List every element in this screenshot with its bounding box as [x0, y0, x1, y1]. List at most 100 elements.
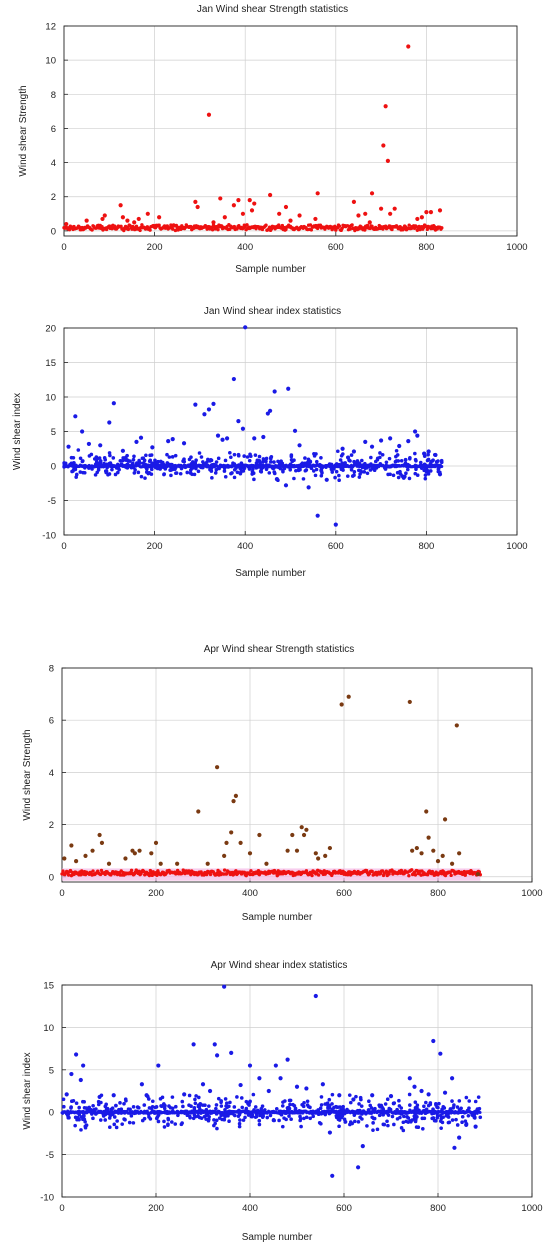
chart-title: Jan Wind shear index statistics — [204, 306, 341, 317]
data-point — [308, 1105, 312, 1110]
data-point — [367, 220, 372, 225]
x-tick-label: 400 — [242, 1203, 258, 1214]
data-point — [170, 1120, 174, 1124]
data-point — [383, 104, 388, 109]
data-point — [401, 1128, 406, 1133]
data-point — [432, 1118, 437, 1123]
data-point — [229, 830, 234, 835]
data-point — [134, 868, 138, 872]
data-point — [139, 474, 144, 479]
data-point — [166, 439, 171, 444]
data-point — [315, 191, 320, 196]
data-point — [95, 460, 100, 465]
data-point — [323, 1102, 328, 1106]
data-point — [87, 1105, 92, 1110]
y-axis-label: Wind shear index — [12, 393, 23, 470]
data-point — [433, 452, 438, 458]
chart-title: Apr Wind shear index statistics — [211, 960, 348, 971]
data-point — [442, 1090, 448, 1095]
data-point — [96, 1102, 101, 1107]
y-tick-label: 10 — [43, 1023, 54, 1034]
data-point — [292, 428, 298, 433]
data-point — [137, 869, 141, 873]
data-point — [147, 471, 152, 475]
x-tick-label: 600 — [328, 541, 344, 552]
data-point — [141, 461, 146, 465]
data-point — [414, 1117, 418, 1122]
data-point — [167, 1104, 171, 1108]
data-point — [232, 452, 237, 457]
y-tick-label: -5 — [48, 496, 56, 507]
data-point — [345, 455, 350, 460]
x-tick-label: 600 — [328, 242, 344, 253]
y-tick-label: 8 — [49, 664, 54, 675]
data-point — [304, 869, 309, 873]
data-point — [84, 1106, 89, 1110]
data-point — [428, 209, 434, 215]
data-point — [208, 459, 212, 463]
x-axis-label: Sample number — [235, 568, 306, 579]
data-point — [182, 1092, 187, 1097]
data-point — [131, 457, 136, 462]
data-point — [107, 451, 112, 455]
data-point — [218, 196, 223, 201]
data-point — [268, 192, 273, 198]
data-point — [199, 455, 204, 459]
data-point — [289, 1117, 293, 1122]
data-point — [450, 1118, 455, 1122]
data-point — [236, 452, 241, 457]
data-point — [245, 455, 250, 459]
data-point — [117, 467, 121, 472]
data-point — [352, 473, 356, 478]
data-point — [73, 467, 78, 472]
data-point — [73, 414, 78, 419]
y-tick-label: 0 — [49, 1108, 54, 1119]
data-point — [84, 218, 89, 223]
data-point — [238, 471, 243, 476]
data-point — [143, 476, 147, 480]
data-point — [126, 227, 131, 232]
y-tick-label: 4 — [51, 158, 56, 169]
data-point — [242, 454, 247, 458]
data-point — [330, 1092, 335, 1097]
data-point — [243, 325, 248, 330]
data-point — [103, 1118, 108, 1122]
data-point — [415, 869, 420, 873]
data-point — [276, 459, 280, 464]
data-point — [390, 1114, 395, 1119]
data-point — [442, 817, 448, 822]
data-point — [223, 458, 228, 463]
x-tick-label: 0 — [61, 541, 66, 552]
data-point — [145, 211, 150, 216]
data-point — [114, 1125, 119, 1130]
data-point — [195, 204, 200, 210]
data-point — [260, 1115, 265, 1119]
data-point — [304, 827, 309, 832]
data-point — [106, 861, 112, 866]
data-point — [185, 470, 190, 475]
data-point — [156, 1119, 161, 1124]
data-point — [450, 1099, 454, 1103]
data-point — [149, 851, 154, 856]
data-point — [183, 871, 187, 876]
data-point — [388, 211, 393, 216]
data-point — [234, 869, 238, 873]
data-point — [413, 873, 418, 877]
data-point — [210, 476, 214, 480]
data-point — [401, 475, 406, 480]
data-point — [111, 1093, 116, 1098]
data-point — [96, 1099, 101, 1104]
data-point — [64, 1092, 69, 1097]
data-point — [173, 1104, 178, 1109]
data-point — [330, 470, 335, 474]
data-point — [91, 1103, 95, 1108]
data-point — [158, 467, 162, 471]
y-tick-label: 4 — [49, 768, 54, 779]
data-point — [196, 1114, 200, 1119]
data-point — [253, 1105, 258, 1109]
data-point — [375, 1127, 380, 1132]
data-point — [391, 473, 396, 478]
y-tick-label: 5 — [49, 1065, 54, 1076]
data-point — [446, 1120, 451, 1125]
data-point — [424, 1100, 428, 1105]
